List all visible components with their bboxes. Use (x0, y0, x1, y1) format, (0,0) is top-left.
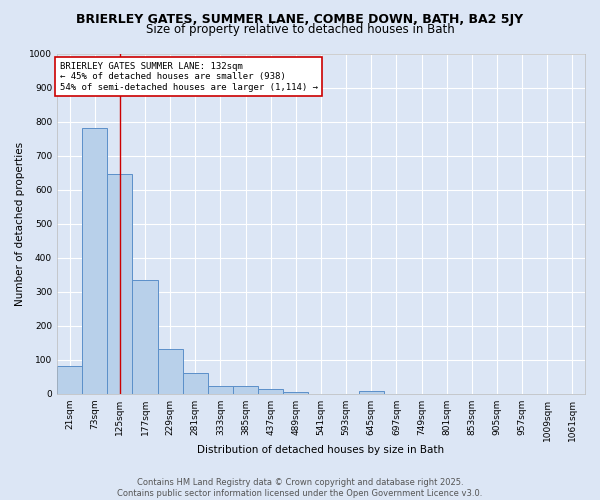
Bar (107, 174, 133, 394)
Bar (359, 391, 384, 394)
Bar (158, 348, 183, 394)
Bar (57, 366, 82, 394)
Bar (233, 386, 258, 394)
Text: Size of property relative to detached houses in Bath: Size of property relative to detached ho… (146, 22, 454, 36)
Y-axis label: Number of detached properties: Number of detached properties (15, 142, 25, 306)
Text: BRIERLEY GATES SUMMER LANE: 132sqm
← 45% of detached houses are smaller (938)
54: BRIERLEY GATES SUMMER LANE: 132sqm ← 45%… (59, 62, 317, 92)
Bar (133, 280, 158, 394)
Bar (183, 374, 208, 394)
Bar (208, 386, 233, 394)
Text: BRIERLEY GATES, SUMMER LANE, COMBE DOWN, BATH, BA2 5JY: BRIERLEY GATES, SUMMER LANE, COMBE DOWN,… (76, 12, 524, 26)
X-axis label: Distribution of detached houses by size in Bath: Distribution of detached houses by size … (197, 445, 445, 455)
Bar (258, 388, 283, 394)
Bar (82, 128, 107, 394)
Bar (283, 392, 308, 394)
Text: Contains HM Land Registry data © Crown copyright and database right 2025.
Contai: Contains HM Land Registry data © Crown c… (118, 478, 482, 498)
